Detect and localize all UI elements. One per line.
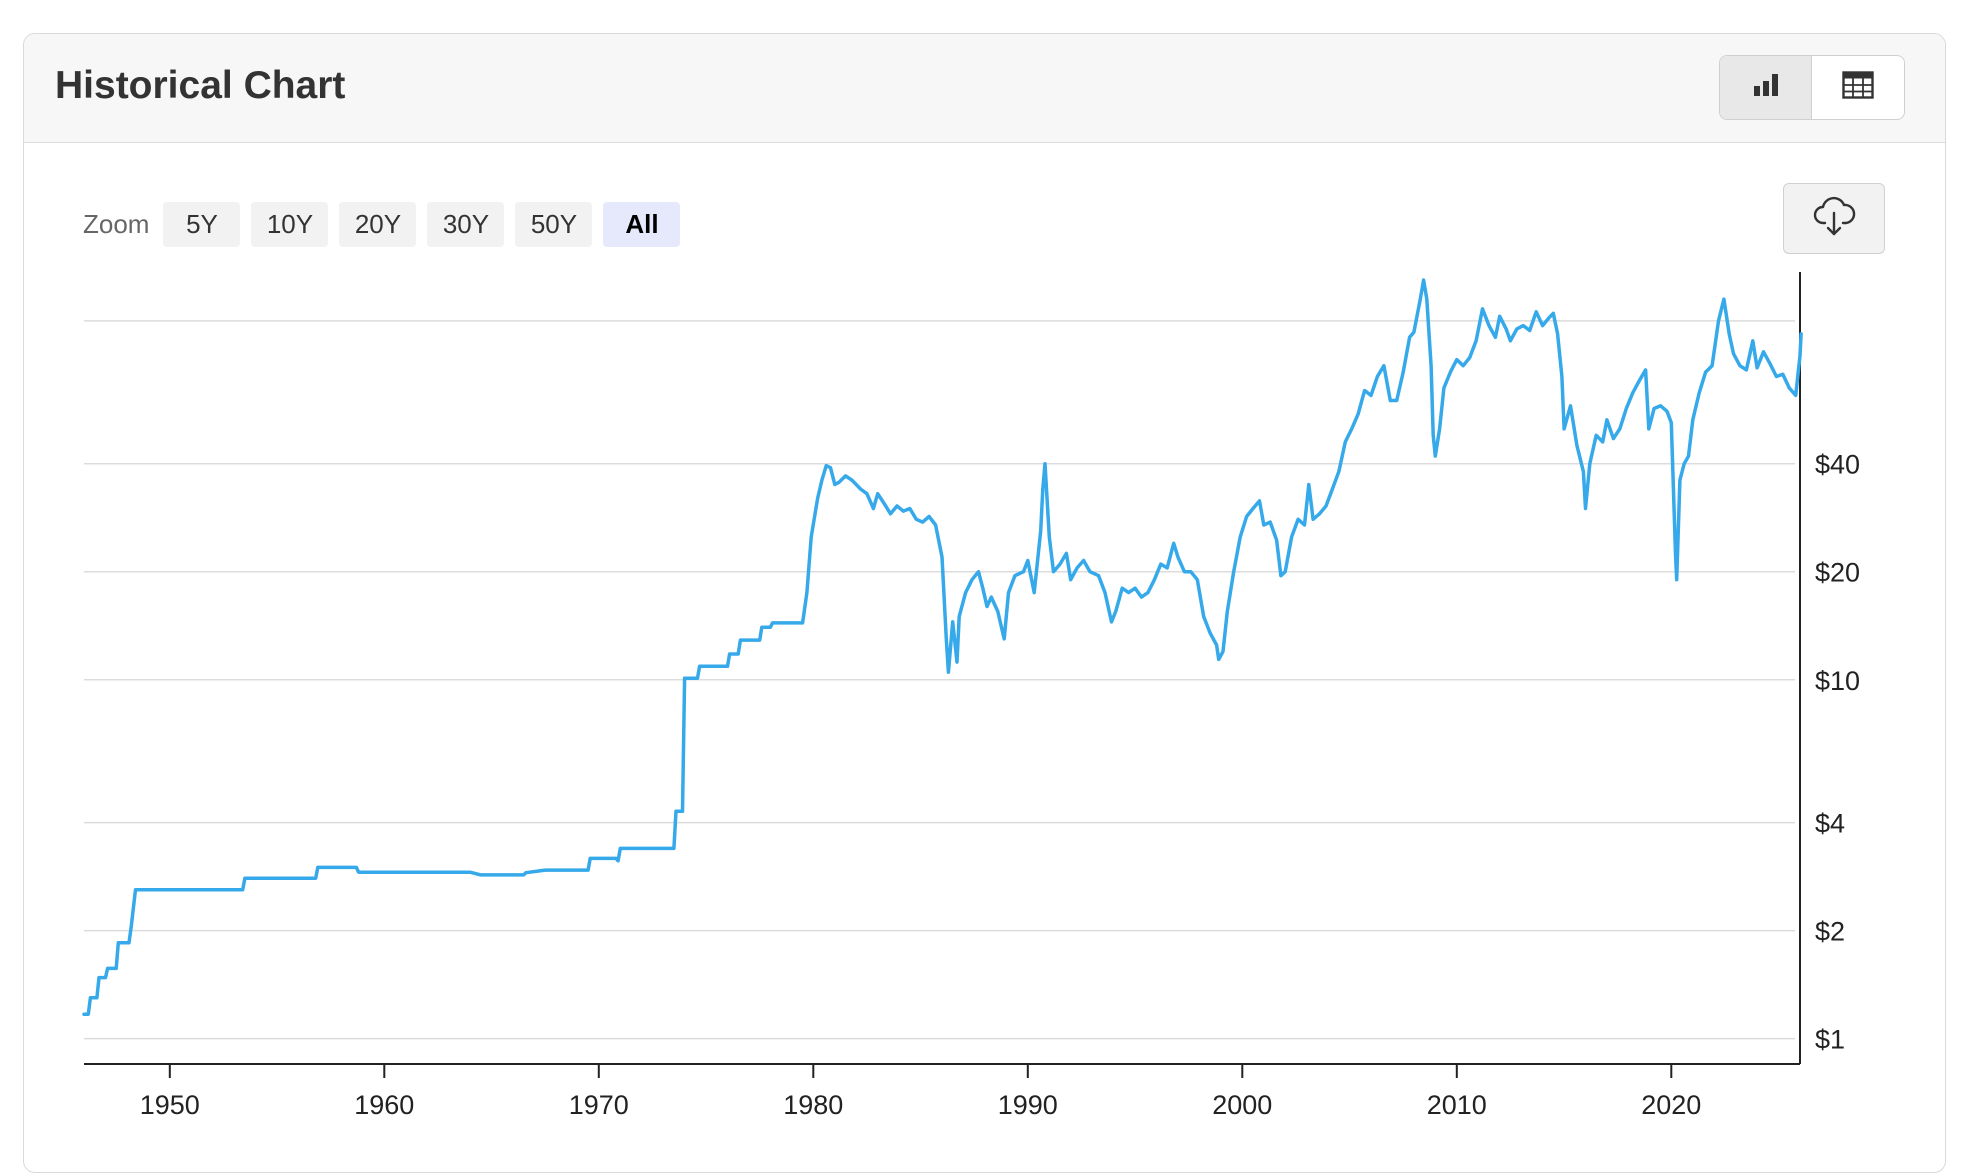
y-tick-label: $1 xyxy=(1815,1025,1845,1055)
download-button[interactable] xyxy=(1783,183,1885,254)
zoom-20y-button[interactable]: 20Y xyxy=(339,202,417,247)
y-tick-label: $2 xyxy=(1815,917,1845,947)
x-tick-label: 1950 xyxy=(140,1090,200,1120)
zoom-50y-button[interactable]: 50Y xyxy=(515,202,593,247)
cloud-download-icon xyxy=(1812,194,1856,243)
chart-view-button[interactable] xyxy=(1720,56,1812,119)
x-tick-label: 2020 xyxy=(1641,1090,1701,1120)
table-view-button[interactable] xyxy=(1812,56,1904,119)
card-title: Historical Chart xyxy=(55,64,346,107)
zoom-controls: Zoom 5Y 10Y 20Y 30Y 50Y All xyxy=(83,202,691,247)
x-tick-label: 2010 xyxy=(1427,1090,1487,1120)
x-tick-label: 1980 xyxy=(783,1090,843,1120)
zoom-10y-button[interactable]: 10Y xyxy=(251,202,329,247)
zoom-30y-button[interactable]: 30Y xyxy=(427,202,505,247)
y-tick-label: $20 xyxy=(1815,558,1860,588)
zoom-5y-button[interactable]: 5Y xyxy=(163,202,241,247)
price-series-line xyxy=(82,278,1803,1016)
x-tick-label: 1990 xyxy=(998,1090,1058,1120)
y-tick-label: $4 xyxy=(1815,809,1845,839)
card-header: Historical Chart xyxy=(24,34,1945,143)
view-toggle xyxy=(1719,55,1905,120)
table-icon xyxy=(1842,71,1874,104)
x-tick-label: 1970 xyxy=(569,1090,629,1120)
y-tick-label: $40 xyxy=(1815,450,1860,480)
zoom-all-button[interactable]: All xyxy=(603,202,681,247)
x-tick-label: 1960 xyxy=(354,1090,414,1120)
zoom-label: Zoom xyxy=(83,209,150,239)
y-tick-label: $10 xyxy=(1815,666,1860,696)
bar-chart-icon xyxy=(1752,72,1780,103)
x-tick-label: 2000 xyxy=(1212,1090,1272,1120)
